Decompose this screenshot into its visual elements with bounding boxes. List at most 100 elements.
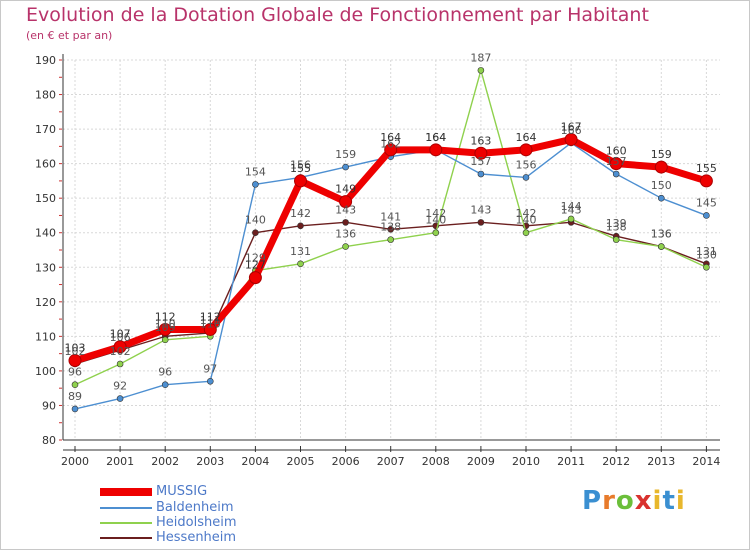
data-label-hessenheim-2014: 131 — [696, 245, 717, 258]
point-heidolsheim-2006 — [342, 243, 349, 250]
data-label-baldenheim-2000: 89 — [68, 390, 82, 403]
x-tick-label-2001: 2001 — [106, 455, 134, 468]
data-label-heidolsheim-2006: 136 — [335, 228, 356, 241]
chart-subtitle: (en € et par an) — [26, 29, 113, 42]
legend-item-heidolsheim: Heidolsheim — [100, 515, 300, 530]
x-tick-label-2008: 2008 — [422, 455, 450, 468]
point-mussig-2003 — [203, 322, 217, 336]
data-label-hessenheim-2013: 136 — [651, 228, 672, 241]
data-label-mussig-2006: 149 — [335, 183, 356, 196]
point-heidolsheim-2000 — [71, 381, 79, 389]
data-label-baldenheim-2009: 157 — [470, 155, 491, 168]
x-tick-label-2013: 2013 — [647, 455, 675, 468]
data-label-heidolsheim-2009: 187 — [470, 51, 491, 64]
point-heidolsheim-2008 — [432, 229, 440, 237]
data-label-mussig-2012: 160 — [606, 145, 627, 158]
legend-item-hessenheim: Hessenheim — [100, 530, 300, 545]
x-tick-label-2005: 2005 — [287, 455, 315, 468]
y-tick-label-170: 170 — [35, 123, 56, 136]
legend-swatch-baldenheim — [100, 507, 152, 509]
point-hessenheim-2009 — [477, 219, 485, 226]
data-label-heidolsheim-2004: 129 — [245, 252, 266, 265]
data-label-baldenheim-2010: 156 — [516, 158, 537, 171]
point-heidolsheim-2014 — [703, 263, 710, 271]
data-label-mussig-2008: 164 — [425, 131, 446, 144]
data-label-baldenheim-2012: 157 — [606, 155, 627, 168]
data-label-mussig-2014: 155 — [696, 162, 717, 175]
y-tick-label-160: 160 — [35, 158, 56, 171]
point-baldenheim-2010 — [522, 174, 530, 181]
data-label-heidolsheim-2012: 138 — [606, 221, 627, 234]
proxiti-logo: Proxiti — [582, 486, 686, 516]
data-label-mussig-2004: 127 — [245, 259, 266, 272]
point-baldenheim-2001 — [116, 395, 124, 402]
x-tick-label-2014: 2014 — [692, 455, 720, 468]
point-mussig-2012 — [609, 157, 623, 171]
y-tick-label-80: 80 — [42, 434, 56, 447]
data-label-mussig-2013: 159 — [651, 148, 672, 161]
data-label-mussig-2000: 103 — [65, 342, 86, 355]
point-baldenheim-2013 — [657, 194, 665, 202]
data-label-heidolsheim-2001: 102 — [110, 345, 131, 358]
x-tick-label-2002: 2002 — [151, 455, 179, 468]
data-label-heidolsheim-2005: 131 — [290, 245, 311, 258]
y-tick-label-190: 190 — [35, 54, 56, 67]
y-tick-label-140: 140 — [35, 227, 56, 240]
legend-label-baldenheim: Baldenheim — [156, 500, 234, 515]
point-baldenheim-2004 — [252, 181, 259, 188]
point-mussig-2002 — [158, 322, 172, 336]
legend-swatch-heidolsheim — [100, 522, 152, 524]
point-baldenheim-2006 — [342, 163, 349, 171]
y-tick-label-90: 90 — [42, 399, 56, 412]
data-label-hessenheim-2000: 102 — [65, 345, 86, 358]
point-mussig-2013 — [654, 160, 668, 174]
data-label-baldenheim-2004: 154 — [245, 165, 266, 178]
point-mussig-2005 — [294, 174, 307, 188]
point-heidolsheim-2012 — [612, 236, 620, 243]
point-mussig-2011 — [564, 132, 578, 146]
point-mussig-2008 — [429, 143, 443, 157]
x-tick-label-2004: 2004 — [241, 455, 269, 468]
y-tick-label-130: 130 — [35, 261, 56, 274]
data-label-baldenheim-2002: 96 — [158, 366, 172, 379]
legend-swatch-hessenheim — [100, 537, 152, 539]
point-mussig-2001 — [113, 340, 127, 354]
y-tick-label-150: 150 — [35, 192, 56, 205]
data-label-heidolsheim-2010: 140 — [516, 214, 537, 227]
data-label-baldenheim-2001: 92 — [113, 380, 127, 393]
data-label-hessenheim-2006: 143 — [335, 203, 356, 216]
y-tick-label-180: 180 — [35, 89, 56, 102]
y-tick-label-110: 110 — [35, 330, 56, 343]
data-label-baldenheim-2007: 162 — [380, 138, 401, 151]
data-label-hessenheim-2008: 142 — [425, 207, 446, 220]
x-tick-label-2012: 2012 — [602, 455, 630, 468]
data-label-baldenheim-2013: 150 — [651, 179, 672, 192]
data-label-baldenheim-2006: 159 — [335, 148, 356, 161]
x-tick-label-2010: 2010 — [512, 455, 540, 468]
point-baldenheim-2014 — [703, 212, 710, 219]
legend-label-hessenheim: Hessenheim — [156, 530, 237, 545]
data-label-hessenheim-2011: 143 — [561, 203, 582, 216]
data-label-hessenheim-2010: 142 — [516, 207, 537, 220]
y-tick-label-120: 120 — [35, 296, 56, 309]
point-heidolsheim-2005 — [297, 260, 304, 268]
point-hessenheim-2007 — [387, 225, 395, 233]
data-label-baldenheim-2005: 156 — [290, 158, 311, 171]
data-label-heidolsheim-2008: 140 — [425, 214, 446, 227]
point-mussig-2000 — [68, 354, 82, 368]
legend-item-mussig: MUSSIG — [100, 484, 300, 499]
point-heidolsheim-2002 — [161, 336, 169, 344]
x-tick-label-2006: 2006 — [332, 455, 360, 468]
chart-title: Evolution de la Dotation Globale de Fonc… — [26, 4, 649, 26]
data-label-mussig-2002: 112 — [155, 310, 176, 323]
data-label-mussig-2003: 112 — [200, 310, 221, 323]
point-heidolsheim-2007 — [387, 236, 395, 243]
point-heidolsheim-2011 — [567, 215, 575, 223]
data-label-mussig-2010: 164 — [516, 131, 537, 144]
legend-item-baldenheim: Baldenheim — [100, 500, 300, 515]
data-label-hessenheim-2009: 143 — [470, 203, 491, 216]
legend-label-mussig: MUSSIG — [156, 484, 208, 499]
point-baldenheim-2012 — [612, 170, 620, 178]
